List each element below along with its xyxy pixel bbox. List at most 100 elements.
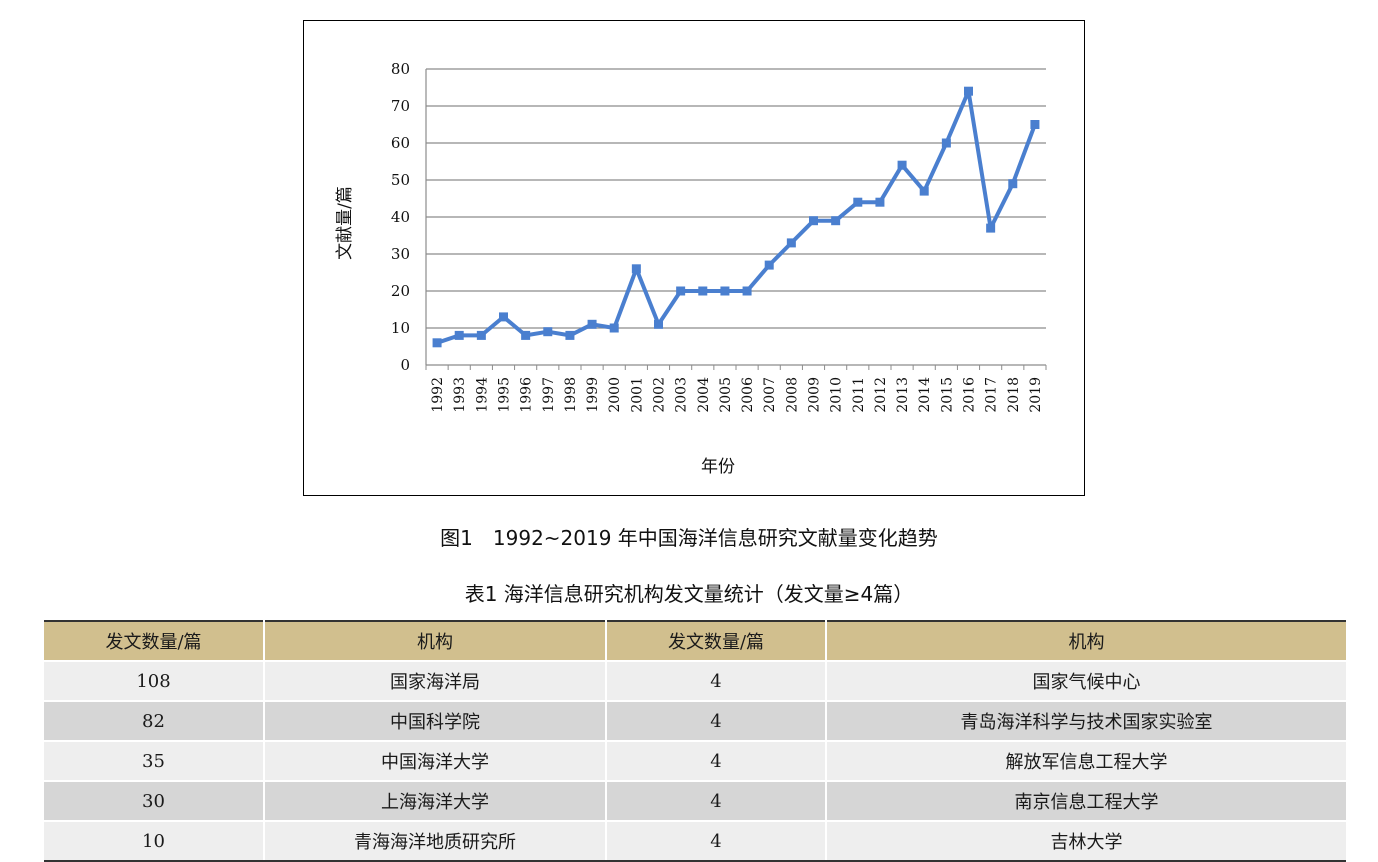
- line-chart: 0 10 20 30 40 50 60 70 80 1992 1993 1994 1995 1996 199…: [335, 60, 1047, 477]
- y-tick-label: 50: [391, 171, 410, 189]
- table-cell: 中国科学院: [264, 700, 607, 741]
- header-institution-2: 机构: [826, 620, 1346, 661]
- table-cell: 解放军信息工程大学: [826, 740, 1346, 781]
- data-point: [1008, 179, 1018, 189]
- data-point: [543, 327, 553, 337]
- table-header-row: 发文数量/篇 机构 发文数量/篇 机构: [44, 620, 1346, 661]
- y-tick-label: 70: [391, 97, 410, 115]
- institution-table: 发文数量/篇 机构 发文数量/篇 机构 108 国家海洋局 4 国家气候中心 8…: [44, 620, 1346, 862]
- x-tick-label: 2008: [784, 377, 800, 413]
- table-cell: 青海海洋地质研究所: [264, 820, 607, 862]
- data-point: [786, 238, 796, 248]
- data-point: [565, 330, 575, 340]
- x-tick-label: 2005: [718, 377, 734, 413]
- x-tick-label: 2016: [962, 377, 978, 413]
- y-tick-label: 30: [391, 245, 410, 263]
- data-point: [499, 312, 508, 322]
- y-tick-label: 80: [391, 60, 410, 78]
- table-row: 108 国家海洋局 4 国家气候中心: [44, 660, 1346, 701]
- table-cell: 中国海洋大学: [264, 740, 607, 781]
- x-tick-label: 2002: [652, 377, 668, 413]
- data-point: [831, 216, 841, 226]
- y-axis-title: 文献量/篇: [335, 186, 355, 260]
- data-point: [454, 330, 464, 340]
- x-tick-label: 2007: [762, 377, 778, 413]
- table-row: 35 中国海洋大学 4 解放军信息工程大学: [44, 740, 1346, 781]
- y-tick-label: 0: [400, 356, 410, 374]
- x-tick-label: 2019: [1028, 377, 1044, 413]
- table-cell: 10: [44, 820, 265, 862]
- x-tick-label: 2017: [984, 377, 1000, 413]
- table-cell: 4: [606, 780, 827, 821]
- data-point: [875, 197, 885, 207]
- x-tick-label: 2014: [917, 377, 933, 413]
- table-cell: 82: [44, 700, 265, 741]
- series-line: [436, 89, 1037, 345]
- y-tick-label: 10: [391, 319, 410, 337]
- data-point: [919, 186, 929, 196]
- data-point: [720, 286, 730, 296]
- x-tick-label: 2011: [851, 377, 867, 413]
- x-tick-label: 2004: [696, 377, 712, 413]
- x-tick-label: 1992: [430, 377, 446, 413]
- table-cell: 108: [44, 660, 265, 701]
- table-cell: 4: [606, 660, 827, 701]
- table-cell: 4: [606, 740, 827, 781]
- data-point: [698, 286, 708, 296]
- x-axis-title: 年份: [701, 457, 735, 477]
- data-point: [1030, 120, 1040, 129]
- table-cell: 青岛海洋科学与技术国家实验室: [826, 700, 1346, 741]
- data-point: [587, 319, 597, 329]
- table-cell: 国家气候中心: [826, 660, 1346, 701]
- x-tick-label: 2009: [807, 377, 823, 413]
- x-tick-label: 1995: [497, 377, 513, 413]
- table-cell: 4: [606, 700, 827, 741]
- y-tick-label: 60: [391, 134, 410, 152]
- y-tick-label: 40: [391, 208, 410, 226]
- x-tick-label: 2015: [939, 377, 955, 413]
- x-tick-label: 1993: [452, 377, 468, 413]
- x-tick-label: 2000: [607, 377, 623, 413]
- data-point: [432, 338, 442, 348]
- data-point: [986, 223, 996, 233]
- x-tick-label: 2010: [829, 377, 845, 413]
- x-tick-label: 1996: [519, 377, 535, 413]
- table-cell: 吉林大学: [826, 820, 1346, 862]
- data-point: [897, 160, 907, 170]
- table-row: 82 中国科学院 4 青岛海洋科学与技术国家实验室: [44, 700, 1346, 741]
- header-count-2: 发文数量/篇: [606, 620, 827, 661]
- x-tick-label: 2013: [895, 377, 911, 413]
- table-caption: 表1 海洋信息研究机构发文量统计（发文量≥4篇）: [464, 582, 914, 606]
- table-cell: 上海海洋大学: [264, 780, 607, 821]
- table-cell: 南京信息工程大学: [826, 780, 1346, 821]
- header-institution-1: 机构: [264, 620, 607, 661]
- x-tick-label: 2012: [873, 377, 889, 413]
- table-cell: 30: [44, 780, 265, 821]
- x-tick-label: 2006: [740, 377, 756, 413]
- data-point: [609, 323, 619, 333]
- x-tick-label: 2018: [1006, 377, 1022, 413]
- x-tick-label: 1999: [585, 377, 601, 413]
- x-tick-label: 1998: [563, 377, 579, 413]
- data-point: [676, 286, 686, 296]
- data-point: [654, 319, 663, 329]
- data-point: [742, 286, 752, 296]
- x-tick-label: 1994: [474, 377, 490, 413]
- table-row: 10 青海海洋地质研究所 4 吉林大学: [44, 820, 1346, 862]
- chart-frame: 0 10 20 30 40 50 60 70 80 1992 1993 1994 1995 1996 199…: [303, 20, 1085, 496]
- data-point: [764, 260, 774, 270]
- x-tick-label: 2001: [629, 377, 645, 413]
- y-tick-label: 20: [391, 282, 410, 300]
- table-cell: 4: [606, 820, 827, 862]
- data-point: [521, 330, 531, 340]
- x-tick-label: 2003: [674, 377, 690, 413]
- x-tick-label: 1997: [541, 377, 557, 413]
- data-point: [853, 197, 863, 207]
- data-point: [964, 86, 973, 96]
- data-point: [476, 330, 486, 340]
- table-cell: 国家海洋局: [264, 660, 607, 701]
- data-point: [809, 216, 818, 226]
- data-point: [941, 138, 951, 148]
- table-cell: 35: [44, 740, 265, 781]
- table-row: 30 上海海洋大学 4 南京信息工程大学: [44, 780, 1346, 821]
